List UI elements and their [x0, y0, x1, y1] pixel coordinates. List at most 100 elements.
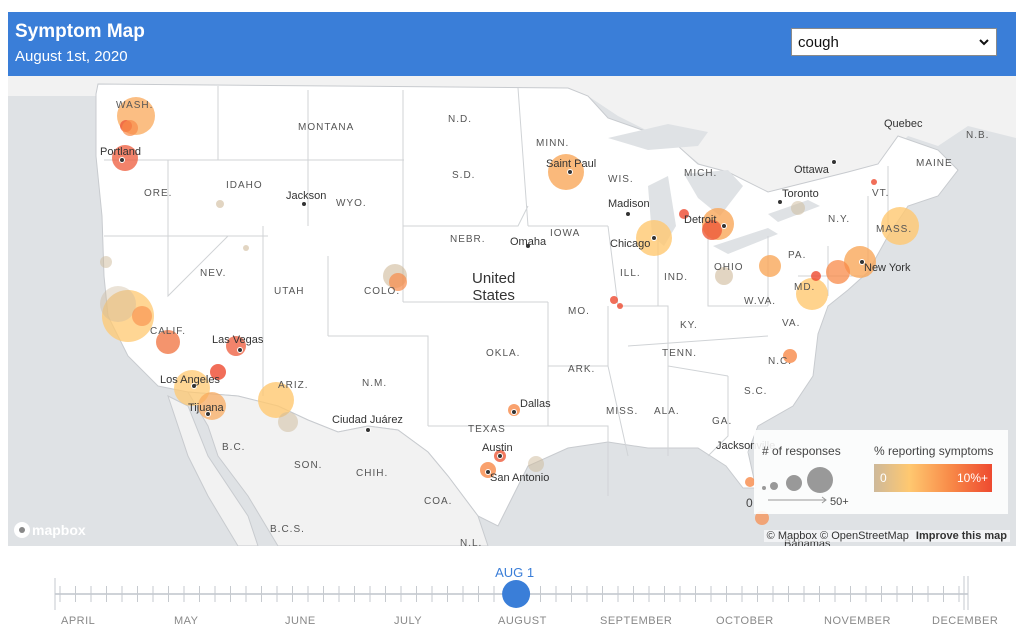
state-label: MASS. [876, 224, 913, 235]
state-label: SON. [294, 460, 323, 471]
legend-size-title: # of responses [762, 444, 841, 458]
state-label: OKLA. [486, 348, 521, 359]
timeline-month-label[interactable]: JULY [394, 615, 423, 627]
header-bar: Symptom Map August 1st, 2020 cough [8, 12, 1016, 76]
timeline-month-label[interactable]: OCTOBER [716, 615, 774, 627]
legend-color-max: 10%+ [956, 471, 988, 485]
city-label: Detroit [684, 214, 717, 226]
state-label: B.C.S. [270, 524, 305, 535]
state-label: ILL. [620, 268, 641, 279]
state-label: ORE. [144, 188, 173, 199]
timeline-handle[interactable] [502, 580, 531, 608]
state-label: W.VA. [744, 296, 777, 307]
city-label: Bahamas [784, 538, 831, 546]
symptom-map[interactable]: WASH. MONTANA N.D. MINN. ORE. IDAHO WYO.… [8, 76, 1016, 546]
city-label: Ottawa [794, 164, 829, 176]
timeline-month-label[interactable]: APRIL [61, 615, 96, 627]
state-label: PA. [788, 250, 807, 261]
state-label: CHIH. [356, 468, 389, 479]
state-label: IOWA [550, 228, 581, 239]
city-label: New York [864, 262, 911, 274]
state-label: MAINE [916, 158, 953, 169]
timeline-current-label: AUG 1 [495, 565, 535, 580]
state-label: COA. [424, 496, 453, 507]
improve-map-link[interactable]: Improve this map [915, 530, 1007, 542]
state-label: UTAH [274, 286, 305, 297]
city-label: Tijuana [188, 402, 224, 414]
city-label: Austin [482, 442, 513, 454]
symptom-select[interactable]: cough [791, 28, 997, 56]
state-label: MISS. [606, 406, 639, 417]
city-label: Jackson [286, 190, 327, 202]
timeline-month-label[interactable]: AUGUST [498, 615, 547, 627]
state-label: NEV. [200, 268, 227, 279]
state-label: TENN. [662, 348, 697, 359]
osm-attribution-link[interactable]: © OpenStreetMap [820, 530, 909, 542]
state-label: MONTANA [298, 122, 355, 133]
map-legend: # of responses 0 50+ % reporting symptom… [746, 430, 1008, 514]
city-label: Las Vegas [212, 334, 264, 346]
timeline-month-label[interactable]: DECEMBER [932, 615, 999, 627]
state-label: MD. [794, 282, 816, 293]
state-label: N.B. [966, 130, 990, 141]
state-label: ARIZ. [278, 380, 309, 391]
city-label: Los Angeles [160, 374, 220, 386]
country-label-line-1: United [472, 270, 516, 287]
city-label: Quebec [884, 118, 923, 130]
mapbox-logo[interactable]: mapbox [14, 522, 86, 538]
city-label: San Antonio [490, 472, 550, 484]
chevron-down-icon [979, 39, 989, 46]
response-bubbles [100, 97, 919, 525]
city-label: Dallas [520, 398, 551, 410]
state-label: S.C. [744, 386, 768, 397]
state-label: VT. [872, 188, 890, 199]
state-label: TEXAS [468, 424, 506, 435]
state-label: KY. [680, 320, 698, 331]
legend-size-max: 50+ [830, 496, 849, 508]
city-label: Omaha [510, 236, 547, 248]
mapbox-logo-text: mapbox [32, 522, 86, 538]
city-label: Toronto [782, 188, 819, 200]
legend-color-gradient: 0 10%+ [874, 464, 992, 492]
state-label: B.C. [222, 442, 246, 453]
timeline-month-label[interactable]: JUNE [285, 615, 316, 627]
state-label: MINN. [536, 138, 570, 149]
date-subtitle: August 1st, 2020 [15, 48, 128, 65]
city-label: Madison [608, 198, 650, 210]
timeline-month-label[interactable]: SEPTEMBER [600, 615, 673, 627]
state-label: N.M. [362, 378, 388, 389]
state-label: WASH. [116, 100, 154, 111]
legend-color-min: 0 [880, 471, 887, 485]
timeline-month-label[interactable]: NOVEMBER [824, 615, 891, 627]
state-label: GA. [712, 416, 733, 427]
state-label: S.D. [452, 170, 476, 181]
symptom-select-value: cough [798, 34, 839, 51]
country-label-line-2: States [472, 287, 515, 304]
country-label: United States [472, 270, 515, 304]
state-label: ALA. [654, 406, 680, 417]
city-label: Ciudad Juárez [332, 414, 403, 426]
city-label: Chicago [610, 238, 651, 250]
page-title: Symptom Map [15, 21, 145, 42]
timeline-track [54, 576, 969, 610]
state-label: CALIF. [150, 326, 187, 337]
map-attribution: © Mapbox © OpenStreetMap Improve this ma… [763, 530, 1010, 542]
state-label: COLO. [364, 286, 401, 297]
state-label: IDAHO [226, 180, 263, 191]
state-label: N.L. [460, 538, 483, 546]
state-label: WIS. [608, 174, 634, 185]
state-label: NEBR. [450, 234, 486, 245]
city-label: Portland [100, 146, 141, 158]
timeline-month-label[interactable]: MAY [174, 615, 199, 627]
date-timeline[interactable]: AUG 1 APRIL MAY JUNE JULY AUGUST SEPTEMB… [0, 548, 1024, 634]
state-label: MICH. [684, 168, 718, 179]
mapbox-logo-icon [14, 522, 30, 538]
legend-size-scale [762, 467, 833, 504]
state-label: VA. [782, 318, 801, 329]
state-label: OHIO [714, 262, 744, 273]
mapbox-attribution-link[interactable]: © Mapbox [766, 530, 817, 542]
state-label: N.D. [448, 114, 472, 125]
legend-color-title: % reporting symptoms [874, 444, 994, 458]
state-label: IND. [664, 272, 688, 283]
city-label: Saint Paul [546, 158, 597, 170]
